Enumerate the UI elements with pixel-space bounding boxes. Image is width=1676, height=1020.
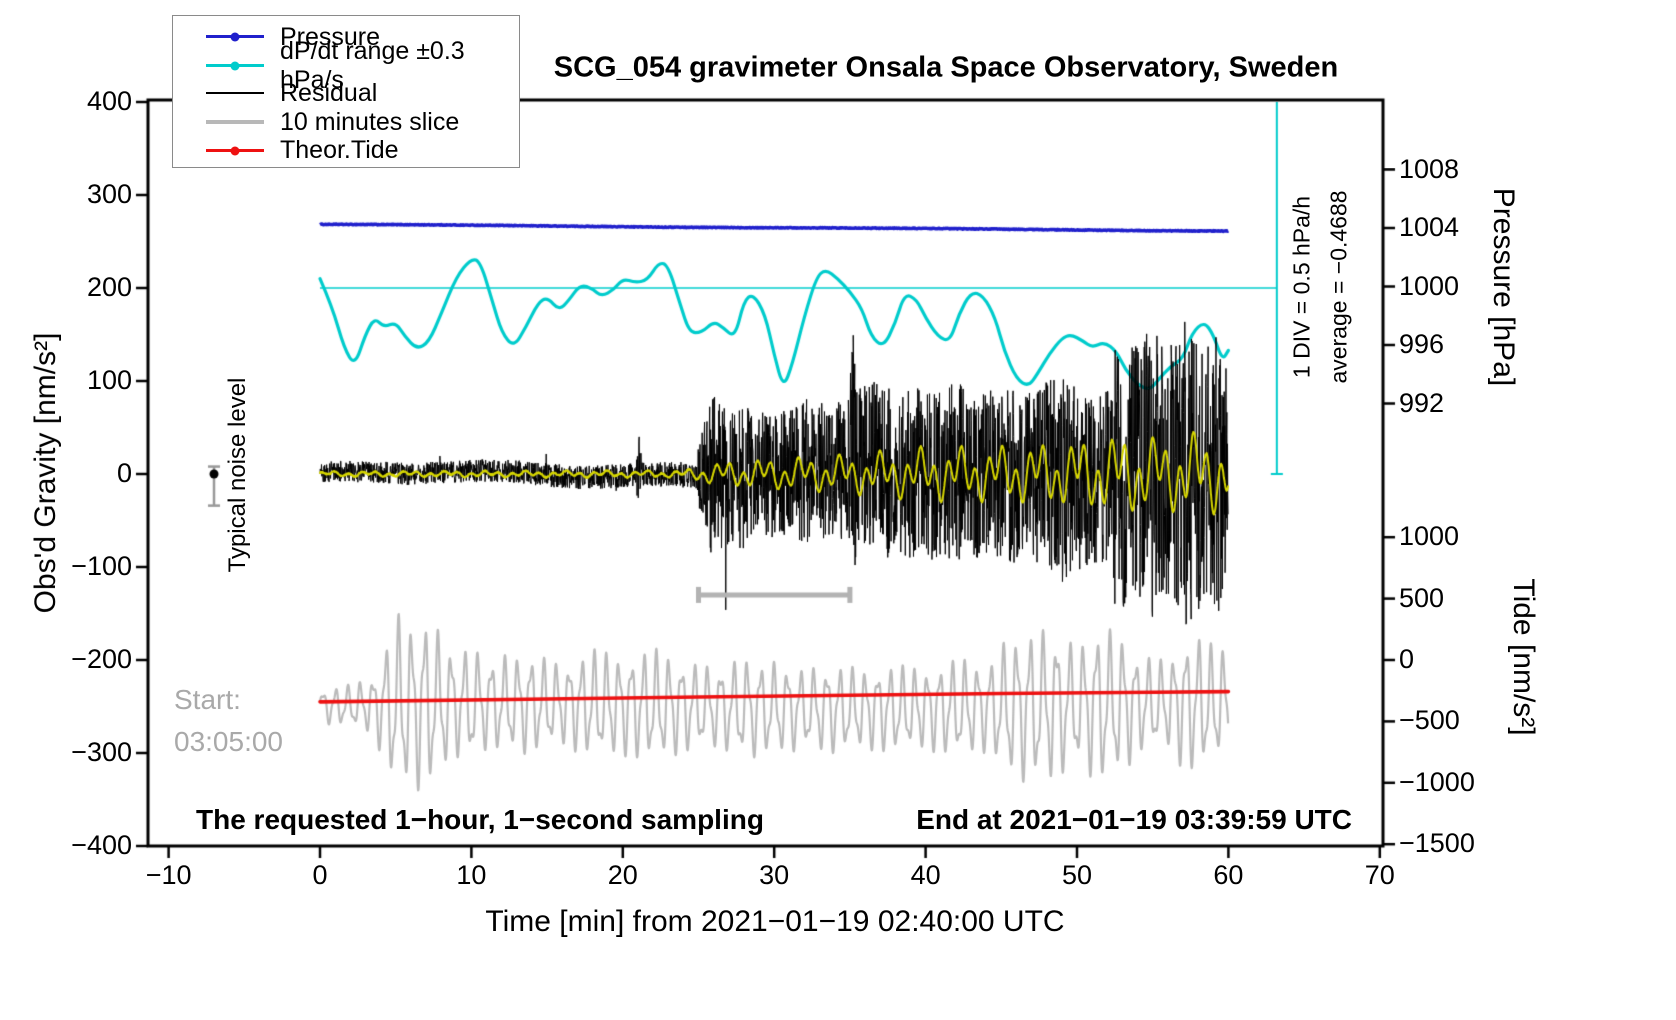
x-axis-tick-label: 60	[1213, 860, 1244, 890]
x-axis-label: Time [min] from 2021−01−19 02:40:00 UTC	[485, 905, 1065, 938]
x-axis-tick-label: −10	[145, 860, 192, 890]
x-axis-tick-label: 70	[1364, 860, 1395, 890]
pressure-axis-tick-label: 1000	[1399, 270, 1460, 301]
tide-axis-tick-label: 1000	[1399, 521, 1460, 552]
left-axis-tick-label: 100	[86, 365, 132, 395]
left-axis-tick-label: −200	[71, 644, 132, 674]
tide-axis-tick-label: −500	[1399, 705, 1460, 736]
legend-item-slice: 10 minutes slice	[206, 108, 519, 136]
x-axis-tick-label: 30	[759, 860, 790, 890]
legend-label: Residual	[280, 79, 378, 108]
legend-item-residual: Residual	[206, 79, 519, 108]
tide-axis-tick-label: 0	[1399, 644, 1415, 674]
legend-item-dpdt: dP/dt range ±0.3 hPa/s	[206, 37, 519, 94]
left-axis-tick-label: −100	[71, 551, 132, 581]
left-axis-tick-label: −300	[71, 737, 132, 767]
legend: Pressure dP/dt range ±0.3 hPa/s Residual…	[172, 15, 520, 168]
start-time-label: 03:05:00	[174, 726, 283, 757]
typical-noise-level-label: Typical noise level	[224, 377, 251, 573]
left-axis-tick-label: 0	[116, 458, 132, 488]
tide-line-marker-icon	[206, 144, 264, 158]
legend-item-pressure: Pressure	[206, 23, 519, 51]
tide-axis-tick-label: −1500	[1399, 828, 1475, 859]
pressure-axis-tick-label: 1008	[1399, 153, 1460, 184]
slice-line-marker-icon	[206, 115, 264, 129]
pressure-axis-tick-label: 992	[1399, 387, 1445, 418]
dpdt-line-marker-icon	[206, 59, 264, 73]
pressure-axis-tick-label: 996	[1399, 329, 1445, 359]
x-axis-tick-label: 10	[456, 860, 487, 890]
x-axis-tick-label: 0	[312, 860, 328, 890]
pressure-axis-label: Pressure [hPa]	[1487, 187, 1520, 387]
residual-line-marker-icon	[206, 87, 264, 101]
sampling-note: The requested 1−hour, 1−second sampling	[196, 804, 764, 835]
x-axis-tick-label: 50	[1061, 860, 1093, 890]
legend-label: Pressure	[280, 22, 381, 51]
tide-axis-tick-label: −1000	[1399, 766, 1475, 797]
pressure-line-marker-icon	[206, 30, 264, 44]
pressure-axis-tick-label: 1004	[1399, 212, 1460, 242]
x-axis-tick-label: 40	[910, 860, 941, 890]
left-axis-tick-label: −400	[71, 830, 132, 860]
legend-label: 10 minutes slice	[280, 107, 460, 136]
tide-axis-tick-label: 500	[1399, 582, 1445, 613]
start-label: Start:	[174, 684, 241, 715]
div-scale-label: 1 DIV = 0.5 hPa/h	[1288, 195, 1315, 379]
x-axis-tick-label: 20	[607, 860, 638, 890]
left-axis-tick-label: 300	[86, 179, 132, 209]
legend-item-tide: Theor.Tide	[206, 136, 519, 165]
page-title: SCG_054 gravimeter Onsala Space Observat…	[553, 51, 1339, 84]
legend-label: Theor.Tide	[280, 136, 399, 165]
end-note: End at 2021−01−19 03:39:59 UTC	[916, 804, 1352, 835]
left-axis-tick-label: 200	[86, 272, 132, 302]
left-axis-tick-label: 400	[86, 86, 132, 116]
tide-axis-label: Tide [nm/s²]	[1507, 578, 1540, 736]
average-label: average = −0.4688	[1325, 190, 1352, 384]
legend-label: dP/dt range ±0.3 hPa/s	[280, 36, 465, 94]
